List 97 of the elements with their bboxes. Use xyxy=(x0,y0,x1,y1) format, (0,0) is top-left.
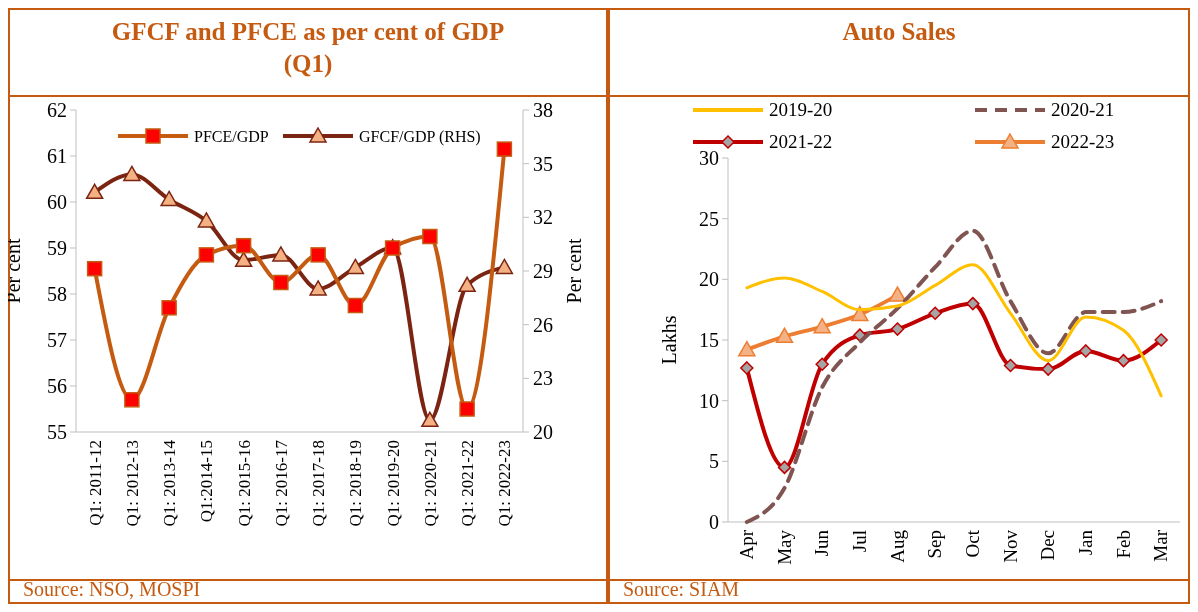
x-tick-label: Q1: 2021-22 xyxy=(458,440,478,527)
y-tick-label: 57 xyxy=(47,329,67,351)
y-tick-label: 58 xyxy=(47,283,67,305)
point xyxy=(86,260,103,277)
point xyxy=(309,280,327,296)
x-tick-label: Q1: 2017-18 xyxy=(309,440,329,527)
point xyxy=(347,297,364,314)
point xyxy=(1041,362,1055,376)
y-tick-label: 61 xyxy=(47,145,67,167)
x-tick-label: Q1: 2020-21 xyxy=(420,440,440,527)
point xyxy=(777,460,792,475)
point xyxy=(740,361,754,375)
y-tick-label: 30 xyxy=(699,147,719,169)
x-tick-label: Apr xyxy=(735,529,757,560)
point xyxy=(890,322,905,336)
point xyxy=(813,317,831,334)
x-tick-label: May xyxy=(773,529,795,565)
x-tick-label: Q1: 2015-16 xyxy=(234,440,254,527)
y2-axis-title: Per cent xyxy=(563,238,585,304)
y-tick-label: 0 xyxy=(709,511,719,533)
x-tick-label: Jan xyxy=(1074,529,1096,556)
legend-label: GFCF/GDP (RHS) xyxy=(359,128,481,146)
y-tick-label: 10 xyxy=(699,389,719,412)
y-tick-label: 59 xyxy=(47,237,67,259)
x-tick-label: Sep xyxy=(924,530,946,559)
point xyxy=(496,141,513,157)
y-tick-label: 60 xyxy=(47,191,67,213)
legend-label: 2019-20 xyxy=(769,99,833,120)
legend-label: 2022-23 xyxy=(1051,131,1115,152)
line-series xyxy=(745,263,1163,398)
line-series xyxy=(744,228,1164,524)
point xyxy=(459,401,475,417)
y2-tick-label: 23 xyxy=(533,367,553,390)
y-tick-label: 15 xyxy=(699,329,719,351)
x-tick-label: Q1: 2018-19 xyxy=(346,440,366,527)
point xyxy=(775,327,794,344)
point xyxy=(235,237,252,254)
x-tick-label: Q1: 2019-20 xyxy=(383,440,403,527)
y-tick-label: 62 xyxy=(47,99,67,121)
point xyxy=(273,274,289,291)
x-tick-label: Q1: 2016-17 xyxy=(271,439,291,527)
y2-tick-label: 32 xyxy=(533,206,553,229)
point xyxy=(1116,353,1131,368)
legend-label: PFCE/GDP xyxy=(194,128,269,145)
y-tick-label: 56 xyxy=(47,375,67,397)
point xyxy=(928,306,942,321)
y2-tick-label: 35 xyxy=(533,152,553,175)
x-tick-label: Nov xyxy=(999,529,1021,563)
x-tick-label: Q1: 2013-14 xyxy=(160,439,180,527)
x-tick-label: Q1:2014-15 xyxy=(197,440,217,523)
y-axis-title: Lakhs xyxy=(658,315,680,365)
point xyxy=(495,258,514,275)
y2-tick-label: 29 xyxy=(533,260,553,282)
x-tick-label: Dec xyxy=(1037,530,1059,561)
point xyxy=(123,165,141,182)
point xyxy=(738,340,756,357)
chart-title: GFCF and PFCE as per cent of GDP (Q1) xyxy=(111,18,505,78)
y-tick-label: 55 xyxy=(47,421,67,443)
point xyxy=(198,247,215,263)
point xyxy=(160,190,178,207)
x-tick-label: Q1: 2012-13 xyxy=(122,440,142,527)
y-tick-label: 5 xyxy=(709,450,719,473)
point xyxy=(966,296,980,311)
x-tick-label: Jun xyxy=(811,529,833,557)
y2-tick-label: 26 xyxy=(533,313,553,336)
y2-tick-label: 20 xyxy=(533,421,553,443)
point xyxy=(124,392,140,408)
point xyxy=(161,300,177,316)
point xyxy=(310,247,326,263)
x-tick-label: Q1: 2022-23 xyxy=(495,440,515,527)
x-tick-label: Q1: 2011-12 xyxy=(85,440,105,526)
point xyxy=(1154,333,1168,347)
legend-label: 2021-22 xyxy=(769,131,833,152)
point xyxy=(85,183,104,200)
x-tick-label: Jul xyxy=(848,530,870,553)
x-tick-label: Feb xyxy=(1112,530,1134,559)
point xyxy=(1003,358,1018,373)
y-tick-label: 25 xyxy=(699,207,719,230)
x-tick-label: Mar xyxy=(1150,529,1172,562)
y-tick-label: 20 xyxy=(699,268,719,291)
point xyxy=(1079,344,1093,358)
chart-title: Auto Sales xyxy=(842,18,956,45)
source-note: Source: NSO, MOSPI xyxy=(23,578,201,600)
y2-tick-label: 38 xyxy=(533,99,553,121)
point xyxy=(234,251,253,268)
point xyxy=(458,276,476,293)
point xyxy=(197,212,216,228)
x-tick-label: Oct xyxy=(961,529,983,558)
point xyxy=(272,246,290,262)
legend-label: 2020-21 xyxy=(1051,99,1115,120)
point xyxy=(815,357,829,372)
point xyxy=(421,411,439,428)
source-note: Source: SIAM xyxy=(623,578,740,600)
point xyxy=(888,286,907,302)
point xyxy=(346,258,365,275)
point xyxy=(422,228,438,245)
x-tick-label: Aug xyxy=(886,529,908,563)
